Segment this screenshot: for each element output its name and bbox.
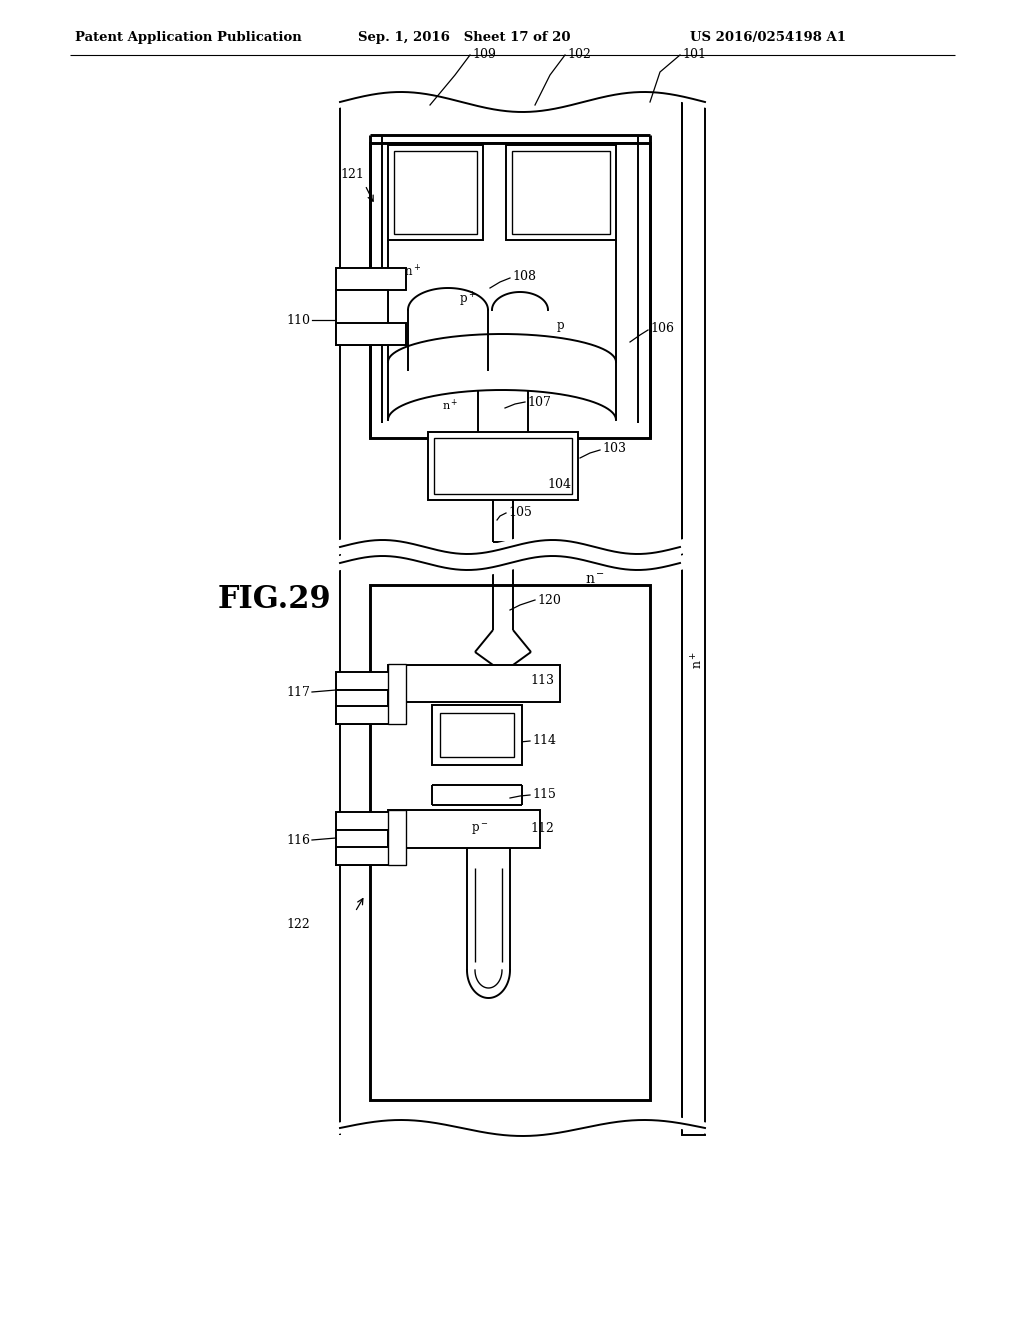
Bar xyxy=(336,830,388,865)
Bar xyxy=(388,665,560,702)
Text: 112: 112 xyxy=(530,821,554,834)
Text: US 2016/0254198 A1: US 2016/0254198 A1 xyxy=(690,30,846,44)
Bar xyxy=(336,323,406,345)
Bar xyxy=(336,672,406,690)
Text: n$^+$: n$^+$ xyxy=(441,397,458,413)
Text: 122: 122 xyxy=(287,919,310,932)
Text: 110: 110 xyxy=(286,314,310,326)
Text: 106: 106 xyxy=(650,322,674,335)
Text: n$^+$: n$^+$ xyxy=(404,264,422,280)
Text: n$^+$: n$^+$ xyxy=(690,651,706,669)
Text: 120: 120 xyxy=(537,594,561,606)
Bar xyxy=(428,432,578,500)
Text: n$^-$: n$^-$ xyxy=(585,573,605,587)
Text: Patent Application Publication: Patent Application Publication xyxy=(75,30,302,44)
Text: 117: 117 xyxy=(286,685,310,698)
Text: 105: 105 xyxy=(508,506,531,519)
Bar xyxy=(336,706,406,723)
Text: 116: 116 xyxy=(286,833,310,846)
Text: p: p xyxy=(556,318,564,331)
Bar xyxy=(370,585,650,1100)
Text: 101: 101 xyxy=(682,48,706,61)
Text: 115: 115 xyxy=(532,788,556,800)
Text: 102: 102 xyxy=(567,48,591,61)
Text: 114: 114 xyxy=(532,734,556,747)
Bar xyxy=(336,290,388,345)
Text: 121: 121 xyxy=(340,169,364,181)
Text: 107: 107 xyxy=(527,396,551,408)
Bar xyxy=(682,100,705,1135)
Bar xyxy=(434,438,572,494)
Text: 103: 103 xyxy=(602,442,626,455)
Bar xyxy=(432,705,522,766)
Bar xyxy=(336,690,388,723)
Bar xyxy=(336,812,406,830)
Bar xyxy=(388,664,406,723)
Bar xyxy=(394,150,477,234)
Text: 113: 113 xyxy=(530,675,554,688)
Text: 109: 109 xyxy=(472,48,496,61)
Text: FIG.29: FIG.29 xyxy=(218,585,332,615)
Text: 108: 108 xyxy=(512,271,536,284)
Bar xyxy=(388,810,406,865)
Text: p$^+$: p$^+$ xyxy=(460,290,476,309)
Text: 104: 104 xyxy=(547,479,571,491)
Bar xyxy=(370,143,650,438)
Text: Sep. 1, 2016   Sheet 17 of 20: Sep. 1, 2016 Sheet 17 of 20 xyxy=(358,30,570,44)
Bar xyxy=(506,145,616,240)
Bar xyxy=(440,713,514,756)
Bar xyxy=(388,810,540,847)
Bar xyxy=(512,150,610,234)
Bar xyxy=(388,145,483,240)
Bar xyxy=(336,268,406,290)
Bar xyxy=(336,847,406,865)
Text: p$^-$: p$^-$ xyxy=(471,822,488,837)
